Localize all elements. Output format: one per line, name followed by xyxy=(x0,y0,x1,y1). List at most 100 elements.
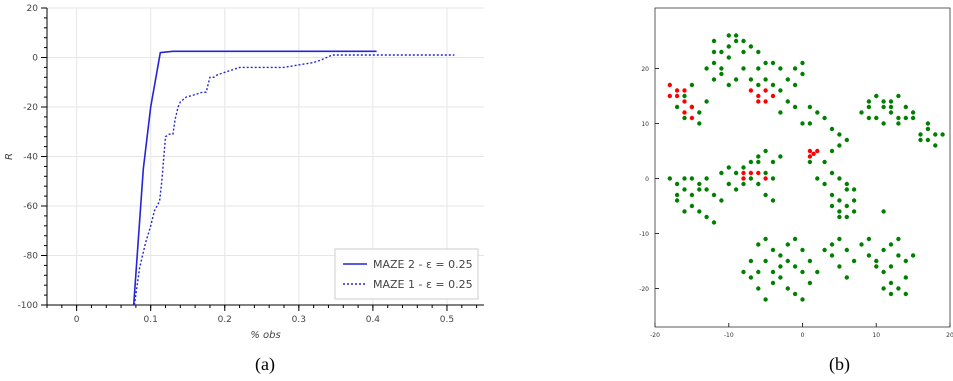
green-point xyxy=(888,110,894,115)
y-tick-label: 20 xyxy=(641,66,649,73)
green-point xyxy=(726,33,731,38)
green-point xyxy=(815,110,820,115)
green-point xyxy=(778,264,783,269)
series-line-2 xyxy=(133,54,455,305)
red-point xyxy=(756,99,761,104)
x-tick-label: 0.4 xyxy=(366,315,381,325)
green-point xyxy=(726,181,731,187)
green-point xyxy=(719,49,724,55)
legend-box xyxy=(334,248,479,300)
y-tick-label: -100 xyxy=(18,301,39,311)
red-point xyxy=(667,93,672,99)
green-point xyxy=(851,198,857,203)
green-point xyxy=(770,280,776,286)
x-tick-label: -10 xyxy=(724,332,734,339)
green-point xyxy=(763,258,768,264)
green-point xyxy=(770,176,776,181)
green-point xyxy=(800,269,805,275)
green-point xyxy=(874,258,879,264)
green-point xyxy=(903,104,908,110)
green-point xyxy=(763,297,768,302)
green-point xyxy=(785,242,790,247)
green-point xyxy=(697,181,702,187)
red-point xyxy=(748,88,754,93)
x-axis-label: % obs xyxy=(250,330,280,341)
green-point xyxy=(844,203,849,209)
red-point xyxy=(807,148,813,154)
green-point xyxy=(704,187,709,192)
green-point xyxy=(829,126,835,132)
y-tick-label: -80 xyxy=(23,252,38,262)
green-point xyxy=(711,192,717,198)
green-point xyxy=(844,214,849,220)
y-tick-label: -20 xyxy=(23,103,38,113)
green-point xyxy=(778,253,783,258)
green-point xyxy=(674,181,680,187)
green-point xyxy=(733,170,739,176)
green-point xyxy=(741,181,746,187)
green-point xyxy=(719,71,724,77)
green-point xyxy=(881,99,886,104)
green-point xyxy=(697,187,702,192)
green-point xyxy=(903,291,908,297)
green-point xyxy=(888,104,894,110)
green-point xyxy=(726,44,731,49)
green-point xyxy=(903,258,908,264)
x-tick-label: -20 xyxy=(650,332,660,339)
red-point xyxy=(689,115,695,121)
green-point xyxy=(815,176,820,181)
red-point xyxy=(674,88,680,93)
green-point xyxy=(741,49,746,55)
green-point xyxy=(682,93,687,99)
green-point xyxy=(778,110,783,115)
green-point xyxy=(866,115,872,121)
green-point xyxy=(682,115,687,121)
green-point xyxy=(763,236,768,242)
green-point xyxy=(733,187,739,192)
green-point xyxy=(792,104,798,110)
green-point xyxy=(785,99,790,104)
green-point xyxy=(756,154,761,159)
series-line-1 xyxy=(132,50,377,305)
green-point xyxy=(719,66,724,71)
green-point xyxy=(888,99,894,104)
green-point xyxy=(881,247,886,253)
green-point xyxy=(770,198,776,203)
green-point xyxy=(726,165,731,170)
red-point xyxy=(756,170,761,176)
green-point xyxy=(689,192,695,198)
chart-a: 20 0 -20 -40 -60 -80 -100 0 0.1 0.2 0.3 0.4 0.5 % obs… xyxy=(4,4,484,341)
green-point xyxy=(881,209,886,214)
green-point xyxy=(748,275,754,280)
green-point xyxy=(837,236,842,242)
green-point xyxy=(822,247,827,253)
green-point xyxy=(770,247,776,253)
green-point xyxy=(807,121,813,126)
x-tick-label: 0.3 xyxy=(292,315,306,325)
green-point xyxy=(829,170,835,176)
green-point xyxy=(763,77,768,82)
green-point xyxy=(689,82,695,88)
x-tick-label: 0.5 xyxy=(440,315,454,325)
green-point xyxy=(792,236,798,242)
green-point xyxy=(756,181,761,187)
red-point xyxy=(667,82,672,88)
legend-label-1: MAZE 2 - ε = 0.25 xyxy=(373,258,473,271)
green-point xyxy=(704,99,709,104)
red-point xyxy=(682,99,687,104)
green-point xyxy=(829,192,835,198)
green-point xyxy=(763,192,768,198)
green-point xyxy=(733,38,739,44)
green-point xyxy=(837,209,842,214)
green-point xyxy=(748,77,754,82)
green-point xyxy=(800,60,805,66)
scatter-chart: 20 10 0 -10 -20 -20 -10 0 10 20 xyxy=(639,7,953,339)
green-point xyxy=(800,297,805,302)
green-point xyxy=(778,275,783,280)
legend: MAZE 2 - ε = 0.25 MAZE 1 - ε = 0.25 xyxy=(334,248,479,300)
green-point xyxy=(689,176,695,181)
green-point xyxy=(800,71,805,77)
green-point xyxy=(866,104,872,110)
green-point xyxy=(800,121,805,126)
y-tick-label: -10 xyxy=(639,231,649,238)
